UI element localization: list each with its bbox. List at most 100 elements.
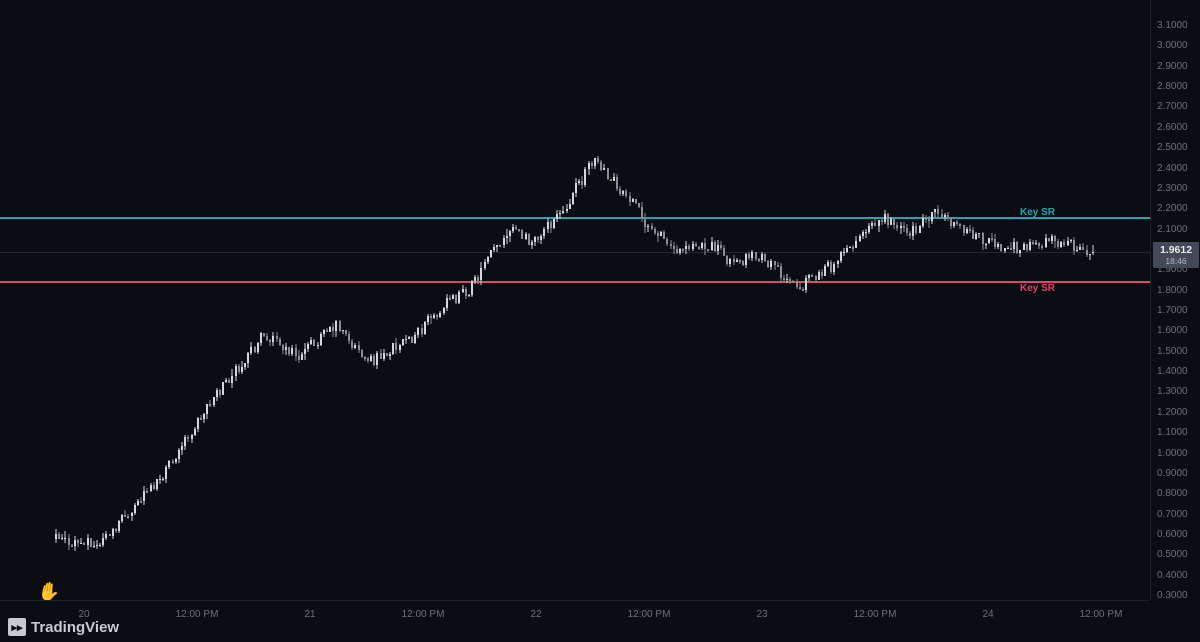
price-tick-0.5000[interactable]: 0.5000 [1157,549,1188,560]
candle-49[interactable] [209,0,211,600]
candle-209[interactable] [714,0,716,600]
candle-223[interactable] [758,0,760,600]
candle-124[interactable] [446,0,448,600]
candle-291[interactable] [972,0,974,600]
candle-108[interactable] [395,0,397,600]
candle-7[interactable] [77,0,79,600]
price-tick-3.0000[interactable]: 3.0000 [1157,40,1188,51]
candle-213[interactable] [726,0,728,600]
candle-43[interactable] [191,0,193,600]
candle-47[interactable] [203,0,205,600]
candle-4[interactable] [68,0,70,600]
candle-247[interactable] [833,0,835,600]
candle-190[interactable] [654,0,656,600]
candle-31[interactable] [153,0,155,600]
candle-275[interactable] [922,0,924,600]
candle-261[interactable] [878,0,880,600]
candle-268[interactable] [900,0,902,600]
time-tick-12-00-PM[interactable]: 12:00 PM [402,609,445,620]
candle-91[interactable] [342,0,344,600]
candle-147[interactable] [518,0,520,600]
candle-154[interactable] [540,0,542,600]
candle-300[interactable] [1000,0,1002,600]
candle-232[interactable] [786,0,788,600]
candle-255[interactable] [859,0,861,600]
candle-271[interactable] [909,0,911,600]
candle-141[interactable] [499,0,501,600]
candle-161[interactable] [562,0,564,600]
candle-228[interactable] [774,0,776,600]
candle-109[interactable] [399,0,401,600]
candle-191[interactable] [657,0,659,600]
candle-121[interactable] [436,0,438,600]
candle-180[interactable] [622,0,624,600]
candle-15[interactable] [102,0,104,600]
price-tick-1.6000[interactable]: 1.6000 [1157,325,1188,336]
candle-17[interactable] [109,0,111,600]
candle-38[interactable] [175,0,177,600]
candle-286[interactable] [956,0,958,600]
candle-79[interactable] [304,0,306,600]
candle-258[interactable] [868,0,870,600]
candle-93[interactable] [348,0,350,600]
candle-178[interactable] [616,0,618,600]
candle-242[interactable] [818,0,820,600]
candle-128[interactable] [458,0,460,600]
candle-234[interactable] [792,0,794,600]
candle-235[interactable] [796,0,798,600]
candle-252[interactable] [849,0,851,600]
candle-64[interactable] [257,0,259,600]
candle-237[interactable] [802,0,804,600]
candle-319[interactable] [1060,0,1062,600]
price-tick-1.5000[interactable]: 1.5000 [1157,346,1188,357]
candle-262[interactable] [881,0,883,600]
candle-16[interactable] [105,0,107,600]
candle-287[interactable] [959,0,961,600]
candle-177[interactable] [613,0,615,600]
candle-21[interactable] [121,0,123,600]
candle-198[interactable] [679,0,681,600]
candle-37[interactable] [172,0,174,600]
candle-81[interactable] [310,0,312,600]
candle-230[interactable] [780,0,782,600]
candle-295[interactable] [985,0,987,600]
price-tick-0.9000[interactable]: 0.9000 [1157,468,1188,479]
candle-174[interactable] [603,0,605,600]
candle-132[interactable] [471,0,473,600]
candle-68[interactable] [269,0,271,600]
candle-202[interactable] [692,0,694,600]
candle-60[interactable] [244,0,246,600]
candle-94[interactable] [351,0,353,600]
candle-90[interactable] [339,0,341,600]
candle-175[interactable] [607,0,609,600]
candle-126[interactable] [452,0,454,600]
candle-251[interactable] [846,0,848,600]
candle-284[interactable] [950,0,952,600]
candle-8[interactable] [80,0,82,600]
candle-318[interactable] [1057,0,1059,600]
time-tick-21[interactable]: 21 [304,609,315,620]
candle-179[interactable] [619,0,621,600]
candle-312[interactable] [1038,0,1040,600]
candle-41[interactable] [184,0,186,600]
candle-163[interactable] [569,0,571,600]
candle-115[interactable] [417,0,419,600]
candle-233[interactable] [789,0,791,600]
candle-199[interactable] [682,0,684,600]
candle-80[interactable] [307,0,309,600]
candle-14[interactable] [99,0,101,600]
candle-278[interactable] [931,0,933,600]
candle-57[interactable] [235,0,237,600]
candle-274[interactable] [919,0,921,600]
candle-58[interactable] [238,0,240,600]
candle-71[interactable] [279,0,281,600]
candle-164[interactable] [572,0,574,600]
candle-201[interactable] [688,0,690,600]
candle-303[interactable] [1010,0,1012,600]
candle-200[interactable] [685,0,687,600]
candle-155[interactable] [543,0,545,600]
candle-221[interactable] [751,0,753,600]
candle-136[interactable] [484,0,486,600]
candle-208[interactable] [711,0,713,600]
candle-27[interactable] [140,0,142,600]
